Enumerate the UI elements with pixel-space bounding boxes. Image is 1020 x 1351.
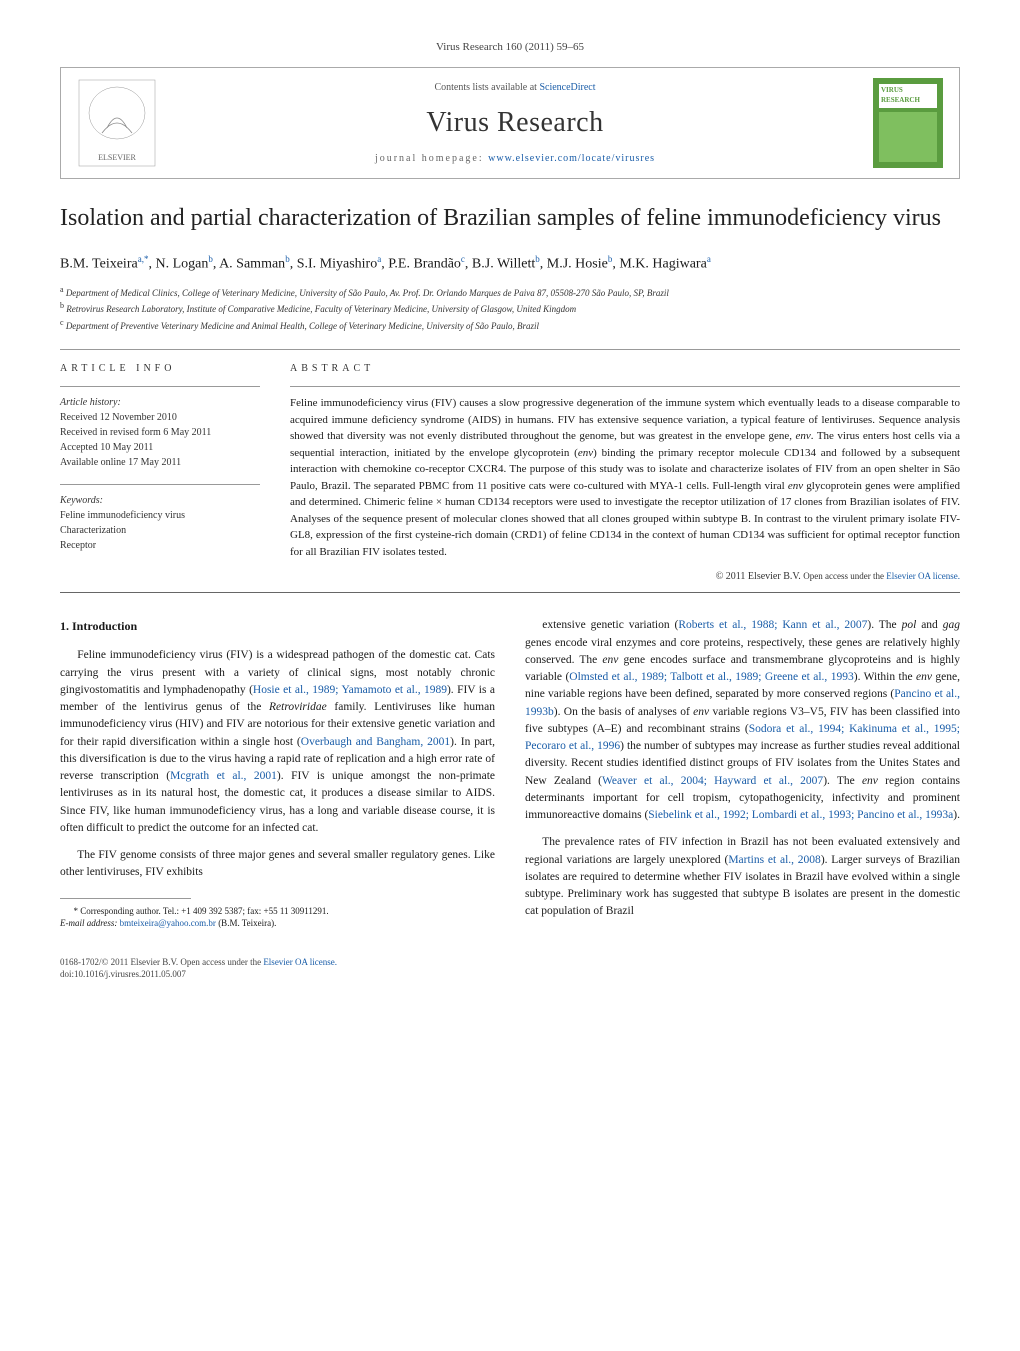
body-paragraph: The prevalence rates of FIV infection in… [525, 834, 960, 920]
journal-cover-thumb: VIRUS RESEARCH [873, 78, 943, 168]
affiliations: a Department of Medical Clinics, College… [60, 284, 960, 334]
keywords: Keywords: Feline immunodeficiency virusC… [60, 493, 260, 553]
rule [60, 484, 260, 485]
section-heading: 1. Introduction [60, 617, 495, 635]
cover-title: VIRUS RESEARCH [879, 84, 937, 108]
issn: 0168-1702/© 2011 Elsevier B.V. [60, 957, 180, 967]
elsevier-logo: ELSEVIER [77, 78, 157, 168]
email-suffix: (B.M. Teixeira). [216, 918, 276, 928]
corr-text: Tel.: +1 409 392 5387; fax: +55 11 30911… [163, 906, 329, 916]
journal-header: ELSEVIER Contents lists available at Sci… [60, 67, 960, 179]
sciencedirect-link[interactable]: ScienceDirect [539, 82, 595, 93]
keyword: Characterization [60, 523, 260, 538]
rule [60, 592, 960, 593]
copyright: © 2011 Elsevier B.V. Open access under t… [290, 570, 960, 584]
oa-mid: Open access under the [180, 957, 263, 967]
abstract-heading: ABSTRACT [290, 362, 960, 376]
page-footer: 0168-1702/© 2011 Elsevier B.V. Open acce… [60, 956, 960, 981]
svg-text:ELSEVIER: ELSEVIER [98, 153, 136, 162]
abstract-text: Feline immunodeficiency virus (FIV) caus… [290, 395, 960, 560]
rule [60, 349, 960, 350]
body-col-left: 1. Introduction Feline immunodeficiency … [60, 617, 495, 939]
affiliation: b Retrovirus Research Laboratory, Instit… [60, 300, 960, 317]
history-line: Accepted 10 May 2011 [60, 440, 260, 455]
body-paragraph: The FIV genome consists of three major g… [60, 847, 495, 882]
cover-image [879, 112, 937, 162]
corr-label: * Corresponding author. [74, 906, 163, 916]
contents-text: Contents lists available at [434, 82, 539, 93]
footnote-rule [60, 898, 191, 899]
email-link[interactable]: bmteixeira@yahoo.com.br [120, 918, 216, 928]
oa-license-link[interactable]: Elsevier OA license. [886, 571, 960, 581]
rule [290, 386, 960, 387]
affiliation: a Department of Medical Clinics, College… [60, 284, 960, 301]
authors-list: B.M. Teixeiraa,*, N. Loganb, A. Sammanb,… [60, 253, 960, 274]
keywords-label: Keywords: [60, 493, 260, 508]
homepage-line: journal homepage: www.elsevier.com/locat… [157, 152, 873, 166]
copyright-pre: © 2011 Elsevier B.V. [716, 571, 804, 582]
corresponding-author-footnote: * Corresponding author. Tel.: +1 409 392… [60, 905, 495, 930]
history-line: Received in revised form 6 May 2011 [60, 425, 260, 440]
body-paragraph: extensive genetic variation (Roberts et … [525, 617, 960, 824]
article-info-col: ARTICLE INFO Article history: Received 1… [60, 362, 260, 584]
history-line: Available online 17 May 2011 [60, 455, 260, 470]
abstract-col: ABSTRACT Feline immunodeficiency virus (… [290, 362, 960, 584]
history-label: Article history: [60, 395, 260, 410]
body-col-right: extensive genetic variation (Roberts et … [525, 617, 960, 939]
contents-line: Contents lists available at ScienceDirec… [157, 81, 873, 95]
homepage-link[interactable]: www.elsevier.com/locate/virusres [488, 153, 655, 164]
rule [60, 386, 260, 387]
body-paragraph: Feline immunodeficiency virus (FIV) is a… [60, 647, 495, 837]
oa-license-link-footer[interactable]: Elsevier OA license. [263, 957, 337, 967]
history-line: Received 12 November 2010 [60, 410, 260, 425]
journal-reference: Virus Research 160 (2011) 59–65 [60, 40, 960, 55]
article-title: Isolation and partial characterization o… [60, 203, 960, 234]
copyright-mid: Open access under the [803, 571, 886, 581]
homepage-label: journal homepage: [375, 153, 488, 164]
doi: doi:10.1016/j.virusres.2011.05.007 [60, 969, 186, 979]
keyword: Receptor [60, 538, 260, 553]
affiliation: c Department of Preventive Veterinary Me… [60, 317, 960, 334]
article-history: Article history: Received 12 November 20… [60, 395, 260, 470]
email-label: E-mail address: [60, 918, 120, 928]
keyword: Feline immunodeficiency virus [60, 508, 260, 523]
article-info-heading: ARTICLE INFO [60, 362, 260, 376]
journal-name: Virus Research [157, 103, 873, 142]
